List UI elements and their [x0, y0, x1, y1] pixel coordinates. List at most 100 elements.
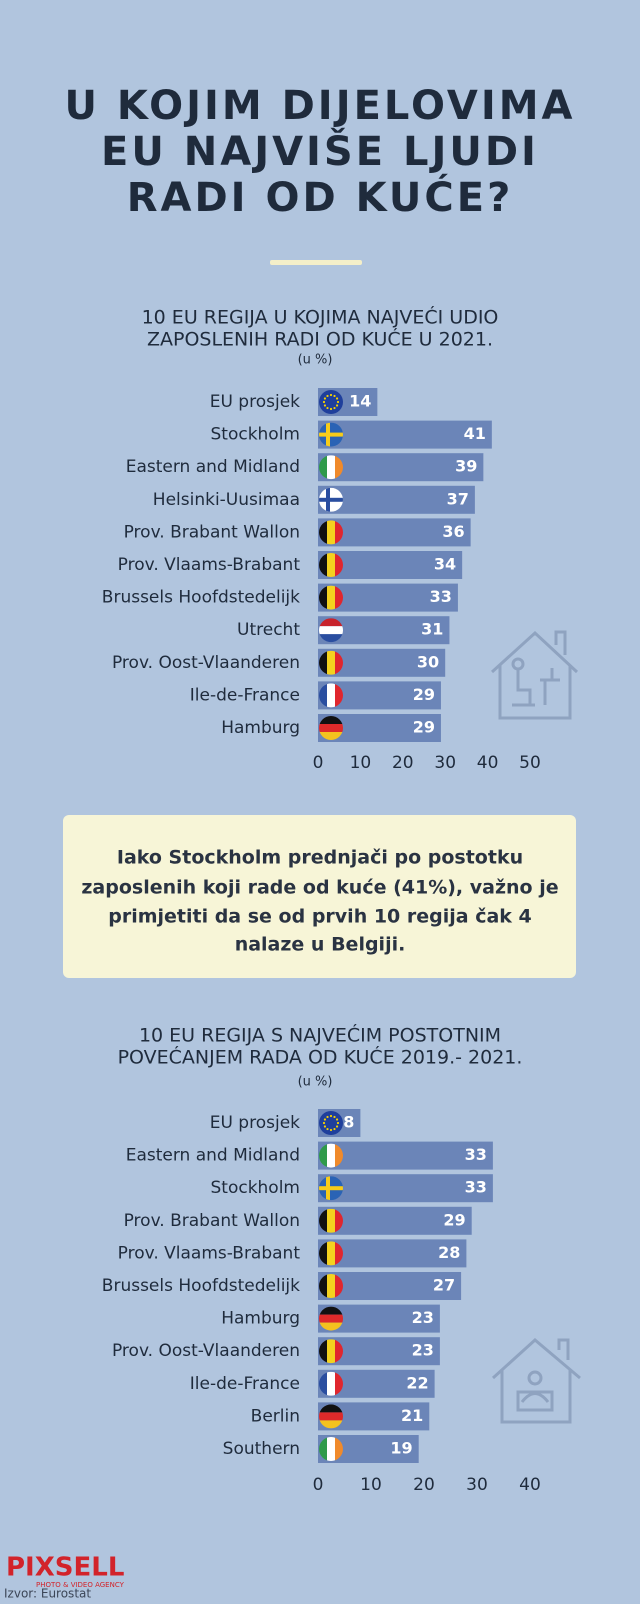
- flag-icon: [319, 1208, 343, 1233]
- category-label: Utrecht: [237, 620, 300, 640]
- value-label: 30: [417, 652, 439, 671]
- flag-icon: [319, 650, 343, 675]
- category-label: Stockholm: [210, 425, 300, 445]
- flag-icon: [319, 1176, 343, 1201]
- value-label: 21: [401, 1406, 423, 1425]
- bar: [318, 1174, 493, 1203]
- main-title: U KOJIM DIJELOVIMA: [65, 83, 576, 129]
- x-tick-label: 10: [360, 1475, 382, 1495]
- value-label: 19: [390, 1439, 412, 1458]
- flag-icon: [319, 1274, 343, 1298]
- note-line: Iako Stockholm prednjači po postotku: [117, 847, 523, 869]
- category-label: Prov. Vlaams-Brabant: [118, 1243, 301, 1263]
- category-label: Helsinki-Uusimaa: [153, 490, 300, 510]
- divider: [270, 260, 362, 265]
- category-label: Brussels Hoofdstedelijk: [102, 588, 300, 608]
- source: Izvor: Eurostat: [4, 1587, 91, 1601]
- flag-icon: [319, 487, 343, 512]
- bar: [318, 1206, 472, 1235]
- x-tick-label: 0: [313, 1475, 324, 1495]
- category-label: Berlin: [251, 1406, 300, 1426]
- value-label: 37: [447, 489, 469, 508]
- house-icon: [491, 1338, 581, 1424]
- value-label: 14: [349, 392, 371, 411]
- flag-icon: [319, 1404, 343, 1429]
- flag-icon: [319, 716, 343, 740]
- flag-icon: [319, 1437, 343, 1461]
- logo: PIXSELL: [6, 1553, 124, 1583]
- x-tick-label: 30: [434, 753, 456, 773]
- x-tick-label: 20: [413, 1475, 435, 1495]
- flag-icon: [319, 585, 343, 610]
- main-title: RADI OD KUĆE?: [127, 173, 514, 221]
- category-label: Prov. Brabant Wallon: [124, 1211, 300, 1231]
- x-tick-label: 50: [519, 753, 541, 773]
- category-label: Prov. Oost-Vlaanderen: [112, 653, 300, 673]
- category-label: Prov. Oost-Vlaanderen: [112, 1341, 300, 1361]
- category-label: Eastern and Midland: [126, 457, 300, 477]
- chart-title: 10 EU REGIJA U KOJIMA NAJVEĆI UDIO: [142, 305, 499, 329]
- x-tick-label: 40: [519, 1475, 541, 1495]
- note-line: zaposlenih koji rade od kuće (41%), važn…: [81, 877, 558, 899]
- value-label: 33: [430, 587, 452, 606]
- flag-icon: [319, 1371, 343, 1396]
- category-label: Hamburg: [221, 718, 300, 738]
- value-label: 27: [433, 1276, 455, 1295]
- category-label: Hamburg: [221, 1309, 300, 1329]
- value-label: 29: [413, 718, 435, 737]
- main-title: EU NAJVIŠE LJUDI: [101, 127, 539, 175]
- flag-icon: [319, 520, 343, 545]
- category-label: Brussels Hoofdstedelijk: [102, 1276, 300, 1296]
- value-label: 41: [464, 424, 486, 443]
- flag-icon: [319, 455, 343, 480]
- bar: [318, 420, 492, 449]
- value-label: 29: [443, 1210, 465, 1229]
- value-label: 36: [442, 522, 464, 541]
- bar: [318, 1141, 493, 1170]
- flag-icon: [319, 1241, 343, 1266]
- x-tick-label: 0: [313, 753, 324, 773]
- category-label: EU prosjek: [210, 392, 300, 412]
- x-tick-label: 30: [466, 1475, 488, 1495]
- value-label: 22: [406, 1373, 428, 1392]
- bar: [318, 518, 471, 547]
- flag-icon: [319, 1306, 343, 1331]
- note-line: nalaze u Belgiji.: [235, 934, 406, 956]
- value-label: 23: [412, 1308, 434, 1327]
- value-label: 34: [434, 555, 456, 574]
- flag-icon: [319, 1143, 343, 1168]
- category-label: Stockholm: [210, 1178, 300, 1198]
- value-label: 33: [465, 1145, 487, 1164]
- chart-title: 10 EU REGIJA S NAJVEĆIM POSTOTNIM: [139, 1023, 501, 1047]
- bar: [318, 485, 475, 514]
- chart-title: ZAPOSLENIH RADI OD KUĆE U 2021.: [147, 327, 493, 351]
- value-label: 33: [465, 1178, 487, 1197]
- flag-icon: [319, 390, 343, 414]
- bar: [318, 453, 484, 482]
- category-label: EU prosjek: [210, 1113, 300, 1133]
- chart-subtitle: (u %): [298, 1075, 333, 1090]
- flag-icon: [319, 553, 343, 577]
- flag-icon: [319, 422, 343, 447]
- house-icon: [490, 630, 579, 720]
- flag-icon: [319, 1111, 343, 1135]
- flag-icon: [319, 1339, 343, 1364]
- category-label: Ile-de-France: [190, 685, 300, 705]
- value-label: 39: [455, 457, 477, 476]
- flag-icon: [319, 618, 343, 643]
- note-line: primjetiti da se od prvih 10 regija čak …: [108, 906, 532, 928]
- flag-icon: [319, 683, 343, 708]
- value-label: 29: [413, 685, 435, 704]
- category-label: Eastern and Midland: [126, 1146, 300, 1166]
- x-tick-label: 40: [477, 753, 499, 773]
- category-label: Prov. Brabant Wallon: [124, 522, 300, 542]
- category-label: Southern: [223, 1439, 300, 1459]
- value-label: 8: [343, 1113, 354, 1132]
- logo-tagline: PHOTO & VIDEO AGENCY: [36, 1581, 125, 1589]
- category-label: Prov. Vlaams-Brabant: [118, 555, 301, 575]
- chart-title: POVEĆANJEM RADA OD KUĆE 2019.- 2021.: [118, 1045, 523, 1069]
- x-tick-label: 20: [392, 753, 414, 773]
- note-box: [63, 815, 576, 978]
- chart-subtitle: (u %): [298, 353, 333, 368]
